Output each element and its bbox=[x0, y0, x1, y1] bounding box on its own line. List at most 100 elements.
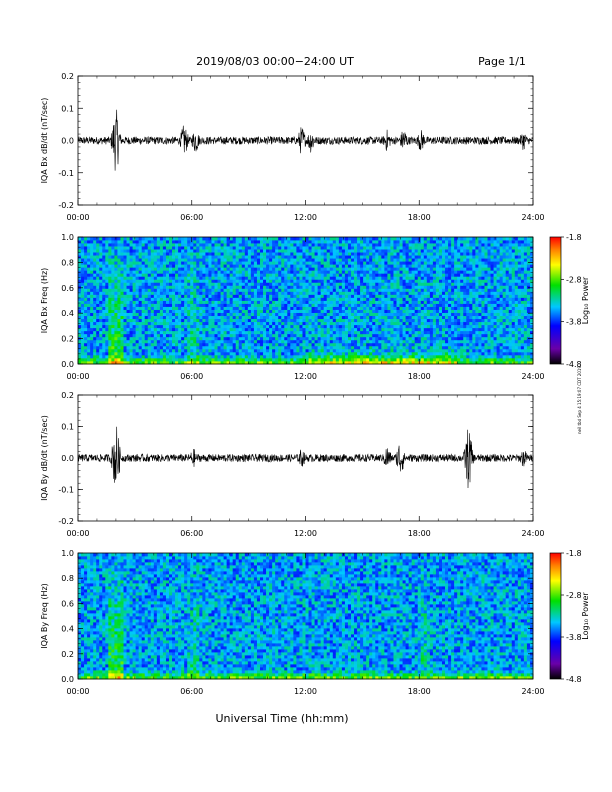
heat-cell bbox=[341, 351, 346, 356]
heat-cell bbox=[184, 357, 188, 362]
heat-cell bbox=[229, 318, 234, 323]
heat-cell bbox=[147, 354, 152, 359]
heat-cell bbox=[387, 351, 391, 356]
heat-cell bbox=[272, 243, 276, 247]
heat-cell bbox=[235, 249, 240, 253]
heat-cell bbox=[253, 279, 258, 283]
heat-cell bbox=[408, 237, 413, 241]
heat-cell bbox=[317, 258, 322, 262]
heat-cell bbox=[232, 243, 237, 247]
heat-cell bbox=[341, 315, 346, 320]
heat-cell bbox=[247, 354, 252, 359]
heat-cell bbox=[153, 276, 158, 280]
heat-cell bbox=[220, 324, 224, 329]
heat-cell bbox=[102, 357, 106, 362]
heat-cell bbox=[332, 297, 337, 301]
heat-cell bbox=[338, 276, 343, 280]
heat-cell bbox=[335, 339, 340, 344]
heat-cell bbox=[354, 288, 358, 292]
heat-cell bbox=[247, 276, 252, 280]
heat-cell bbox=[93, 279, 97, 283]
heat-cell bbox=[229, 294, 234, 298]
heat-cell bbox=[141, 261, 146, 265]
heat-cell bbox=[405, 312, 410, 317]
heat-cell bbox=[393, 294, 397, 298]
heat-cell bbox=[214, 360, 218, 365]
heat-cell bbox=[253, 288, 258, 292]
heat-cell bbox=[193, 258, 197, 262]
heat-cell bbox=[178, 273, 182, 277]
heat-cell bbox=[260, 306, 264, 310]
heat-cell bbox=[414, 294, 419, 298]
heat-cell bbox=[211, 324, 215, 329]
heat-cell bbox=[354, 258, 358, 262]
heat-cell bbox=[153, 330, 158, 335]
heat-cell bbox=[290, 318, 294, 323]
heat-cell bbox=[256, 243, 261, 247]
heat-cell bbox=[111, 330, 115, 335]
heat-cell bbox=[99, 297, 103, 301]
heat-cell bbox=[181, 360, 185, 365]
heat-cell bbox=[287, 303, 291, 307]
heat-cell bbox=[247, 279, 252, 283]
heat-cell bbox=[290, 291, 294, 295]
heat-cell bbox=[241, 345, 246, 350]
heat-cell bbox=[290, 315, 294, 320]
heat-cell bbox=[190, 348, 194, 353]
heat-cell bbox=[296, 357, 300, 362]
heat-cell bbox=[132, 321, 137, 326]
heat-cell bbox=[184, 300, 188, 304]
heat-cell bbox=[114, 336, 118, 341]
heat-cell bbox=[238, 270, 243, 274]
heat-cell bbox=[217, 279, 221, 283]
heat-cell bbox=[263, 309, 267, 313]
heat-cell bbox=[238, 315, 243, 320]
heat-cell bbox=[156, 270, 161, 274]
heat-cell bbox=[378, 258, 382, 262]
heat-cell bbox=[169, 342, 173, 347]
heat-cell bbox=[220, 360, 224, 365]
heat-cell bbox=[211, 258, 215, 262]
heat-cell bbox=[363, 345, 367, 350]
heat-cell bbox=[390, 348, 394, 353]
heat-cell bbox=[408, 348, 413, 353]
heat-cell bbox=[272, 267, 276, 271]
heat-cell bbox=[363, 255, 367, 259]
heat-cell bbox=[135, 261, 140, 265]
heat-cell bbox=[175, 273, 179, 277]
heat-cell bbox=[354, 237, 358, 241]
heat-cell bbox=[390, 354, 394, 359]
heat-cell bbox=[256, 348, 261, 353]
heat-cell bbox=[369, 294, 373, 298]
heat-cell bbox=[287, 351, 291, 356]
heat-cell bbox=[208, 288, 212, 292]
heat-cell bbox=[126, 327, 130, 332]
heat-cell bbox=[153, 348, 158, 353]
heat-cell bbox=[120, 309, 124, 313]
heat-cell bbox=[320, 318, 325, 323]
heat-cell bbox=[272, 273, 276, 277]
heat-cell bbox=[190, 309, 194, 313]
heat-cell bbox=[208, 276, 212, 280]
heat-cell bbox=[260, 285, 264, 289]
heat-cell bbox=[135, 264, 140, 268]
heat-cell bbox=[190, 279, 194, 283]
heat-cell bbox=[81, 273, 85, 277]
heat-cell bbox=[120, 282, 124, 286]
heat-cell bbox=[132, 309, 137, 313]
heat-cell bbox=[390, 258, 394, 262]
heat-cell bbox=[311, 336, 315, 341]
heat-cell bbox=[329, 261, 334, 265]
heat-cell bbox=[114, 324, 118, 329]
heat-cell bbox=[302, 255, 306, 259]
heat-cell bbox=[238, 351, 243, 356]
heat-cell bbox=[360, 336, 364, 341]
heat-cell bbox=[378, 273, 382, 277]
heat-cell bbox=[405, 351, 410, 356]
heat-cell bbox=[250, 291, 255, 295]
heat-cell bbox=[244, 318, 249, 323]
heat-cell bbox=[235, 333, 240, 338]
heat-cell bbox=[317, 261, 322, 265]
heat-cell bbox=[329, 318, 334, 323]
heat-cell bbox=[390, 339, 394, 344]
